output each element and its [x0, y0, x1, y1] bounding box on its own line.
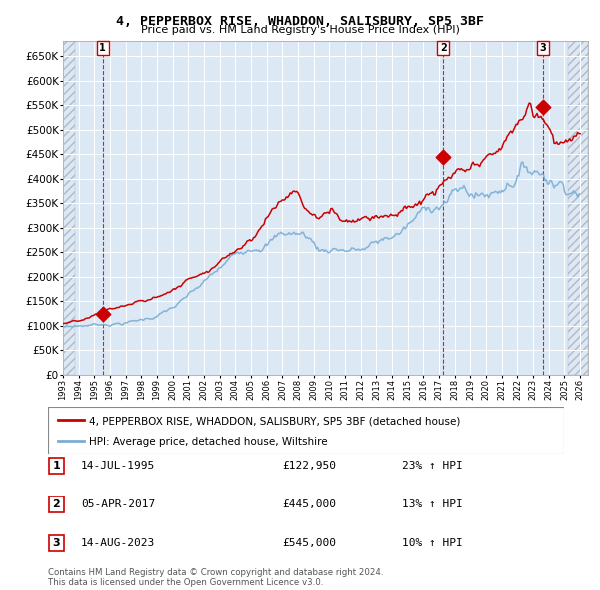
Text: 2: 2	[53, 500, 60, 509]
Text: 1: 1	[53, 461, 60, 471]
Point	[98, 310, 107, 319]
Text: 4, PEPPERBOX RISE, WHADDON, SALISBURY, SP5 3BF: 4, PEPPERBOX RISE, WHADDON, SALISBURY, S…	[116, 15, 484, 28]
Text: £545,000: £545,000	[282, 538, 336, 548]
Text: 1: 1	[100, 43, 106, 53]
Text: 05-APR-2017: 05-APR-2017	[81, 500, 155, 509]
Text: Price paid vs. HM Land Registry's House Price Index (HPI): Price paid vs. HM Land Registry's House …	[140, 25, 460, 35]
Text: HPI: Average price, detached house, Wiltshire: HPI: Average price, detached house, Wilt…	[89, 437, 328, 447]
Text: 23% ↑ HPI: 23% ↑ HPI	[402, 461, 463, 471]
Text: Contains HM Land Registry data © Crown copyright and database right 2024.: Contains HM Land Registry data © Crown c…	[48, 568, 383, 577]
Point	[538, 103, 548, 112]
FancyBboxPatch shape	[49, 496, 64, 512]
FancyBboxPatch shape	[48, 407, 564, 454]
Text: 13% ↑ HPI: 13% ↑ HPI	[402, 500, 463, 509]
Text: 2: 2	[440, 43, 446, 53]
Text: 14-JUL-1995: 14-JUL-1995	[81, 461, 155, 471]
Text: 14-AUG-2023: 14-AUG-2023	[81, 538, 155, 548]
Text: 10% ↑ HPI: 10% ↑ HPI	[402, 538, 463, 548]
Point	[439, 152, 448, 161]
Text: 3: 3	[53, 538, 60, 548]
FancyBboxPatch shape	[49, 458, 64, 474]
Text: £122,950: £122,950	[282, 461, 336, 471]
Text: 3: 3	[539, 43, 546, 53]
Text: 4, PEPPERBOX RISE, WHADDON, SALISBURY, SP5 3BF (detached house): 4, PEPPERBOX RISE, WHADDON, SALISBURY, S…	[89, 417, 461, 426]
Text: This data is licensed under the Open Government Licence v3.0.: This data is licensed under the Open Gov…	[48, 578, 323, 587]
Text: £445,000: £445,000	[282, 500, 336, 509]
FancyBboxPatch shape	[49, 535, 64, 551]
